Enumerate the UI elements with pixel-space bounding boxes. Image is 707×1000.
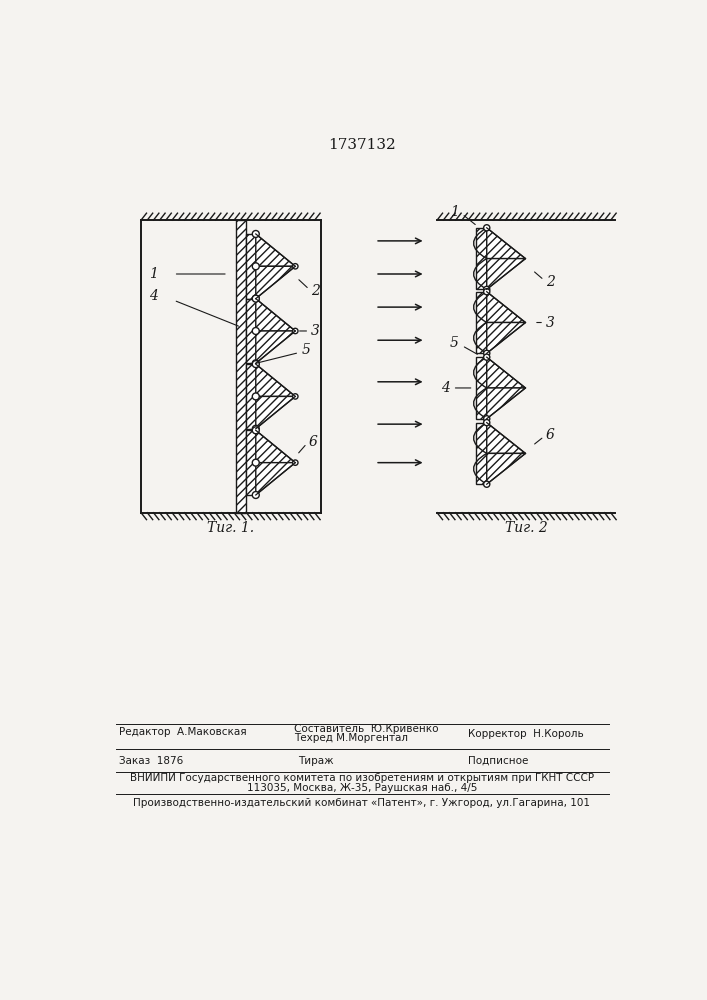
Text: Τиг. 2: Τиг. 2 [505, 521, 548, 535]
Circle shape [293, 460, 298, 465]
Circle shape [293, 264, 298, 269]
Text: Подписное: Подписное [468, 756, 529, 766]
Polygon shape [486, 323, 525, 353]
Circle shape [293, 328, 298, 334]
Circle shape [252, 427, 259, 434]
Polygon shape [256, 331, 296, 363]
Circle shape [252, 425, 259, 432]
Bar [247, 234, 256, 299]
Text: 4: 4 [440, 381, 450, 395]
Text: 3: 3 [546, 316, 554, 330]
Text: Производственно-издательский комбинат «Патент», г. Ужгород, ул.Гагарина, 101: Производственно-издательский комбинат «П… [134, 798, 590, 808]
Polygon shape [486, 388, 525, 419]
Circle shape [252, 360, 259, 367]
Bar [476, 292, 486, 353]
Text: 1: 1 [149, 267, 158, 281]
Polygon shape [486, 228, 525, 259]
Bar [247, 430, 256, 495]
Polygon shape [486, 357, 525, 388]
Circle shape [252, 295, 259, 302]
Text: 2: 2 [311, 284, 320, 298]
Circle shape [484, 350, 490, 356]
Circle shape [252, 230, 259, 237]
Circle shape [252, 492, 259, 498]
Polygon shape [256, 299, 296, 331]
Text: 113035, Москва, Ж-35, Раушская наб., 4/5: 113035, Москва, Ж-35, Раушская наб., 4/5 [247, 783, 477, 793]
Polygon shape [256, 364, 296, 396]
Bar [476, 228, 486, 289]
Text: 2: 2 [546, 275, 554, 289]
Bar [247, 299, 256, 363]
Circle shape [293, 394, 298, 399]
Text: Редактор  А.Маковская: Редактор А.Маковская [119, 727, 247, 737]
Text: Корректор  Н.Король: Корректор Н.Король [468, 729, 584, 739]
Text: 6: 6 [308, 435, 317, 449]
Text: Техред М.Моргентал: Техред М.Моргентал [293, 733, 408, 743]
Polygon shape [256, 234, 296, 266]
Polygon shape [486, 259, 525, 289]
Text: 3: 3 [311, 324, 320, 338]
Text: 1737132: 1737132 [328, 138, 396, 152]
Text: Составитель  Ю.Кривенко: Составитель Ю.Кривенко [293, 724, 438, 734]
Text: ВНИИПИ Государственного комитета по изобретениям и открытиям при ГКНТ СССР: ВНИИПИ Государственного комитета по изоб… [130, 773, 594, 783]
Polygon shape [486, 292, 525, 323]
Bar [247, 364, 256, 429]
Text: 5: 5 [450, 336, 459, 350]
Polygon shape [256, 430, 296, 463]
Polygon shape [256, 463, 296, 495]
Polygon shape [486, 423, 525, 453]
Bar [476, 423, 486, 484]
Polygon shape [256, 266, 296, 299]
Text: 4: 4 [149, 289, 158, 303]
Bar [235, 220, 247, 513]
Circle shape [252, 361, 259, 368]
Circle shape [484, 225, 490, 231]
Text: 1: 1 [450, 205, 459, 219]
Polygon shape [256, 396, 296, 429]
Circle shape [484, 286, 490, 292]
Circle shape [252, 295, 259, 302]
Circle shape [484, 481, 490, 487]
Text: 5: 5 [301, 343, 310, 357]
Text: Тираж: Тираж [298, 756, 333, 766]
Text: Заказ  1876: Заказ 1876 [119, 756, 184, 766]
Circle shape [484, 354, 490, 360]
Circle shape [252, 263, 259, 270]
Circle shape [484, 416, 490, 422]
Polygon shape [486, 453, 525, 484]
Text: 6: 6 [546, 428, 554, 442]
Circle shape [252, 393, 259, 400]
Circle shape [484, 289, 490, 295]
Circle shape [252, 459, 259, 466]
Bar [476, 357, 486, 419]
Circle shape [252, 328, 259, 334]
Circle shape [484, 420, 490, 426]
Text: Τиг. 1.: Τиг. 1. [207, 521, 255, 535]
